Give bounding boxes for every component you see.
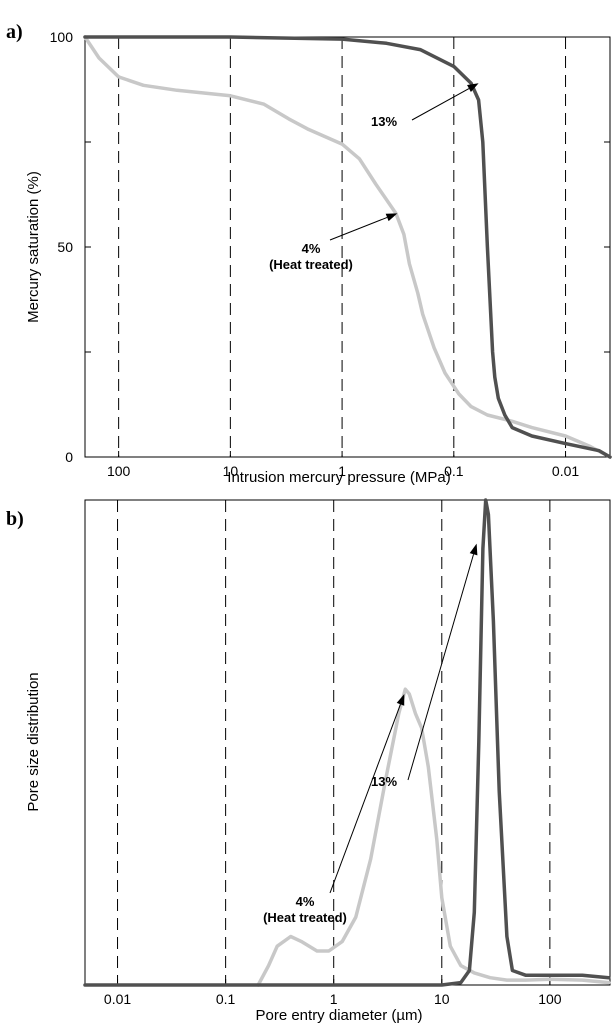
panel-a-label: a) [6,21,23,43]
chart-b-xlabel: Pore entry diameter (µm) [255,1007,422,1024]
x-tick-label: 100 [538,991,562,1007]
annotation-arrow [407,554,475,781]
annotation-arrow [411,88,470,121]
annotation-arrow [329,216,388,241]
annotation-arrowhead [385,213,398,222]
annotation-label: 13% [371,774,397,789]
x-tick-label: 10 [223,463,239,479]
x-tick-label: 1 [330,991,338,1007]
annotation-arrowhead [396,694,405,706]
annotation-label: 4% (Heat treated) [269,241,353,272]
series-line-2 [83,35,612,459]
chart-b-ylabel: Pore size distribution [25,672,42,811]
chart-b: b) 0.01 0.1 1 10 100 13% 4% (Heat treated) Por… [6,498,611,1024]
annotation-label: 4% (Heat treated) [263,894,347,925]
y-tick-label: 50 [57,239,73,255]
annotation-arrowhead [467,83,479,93]
chart-a: a) 100 10 1 0.1 0.01 0 50 100 13% 4% (Heat treate… [6,21,612,486]
chart-b-frame [84,499,611,986]
x-tick-label: 0.1 [216,991,236,1007]
chart-a-xlabel: Intrusion mercury pressure (MPa) [227,469,450,486]
y-tick-label: 100 [50,29,74,45]
annotation-arrowhead [469,543,478,556]
x-tick-label: 100 [107,463,131,479]
chart-a-ylabel: Mercury saturation (%) [25,171,42,323]
x-tick-label: 1 [338,463,346,479]
annotation-label: 13% [371,114,397,129]
x-tick-label: 0.1 [444,463,464,479]
chart-a-frame [84,36,611,458]
series-line-1 [83,35,612,459]
x-tick-label: 0.01 [552,463,579,479]
panel-b-label: b) [6,508,24,530]
x-tick-label: 10 [434,991,450,1007]
x-tick-label: 0.01 [104,991,131,1007]
annotation-arrow [329,704,401,894]
series-line-2 [83,498,611,987]
y-tick-label: 0 [65,449,73,465]
series-line-1 [256,687,611,987]
